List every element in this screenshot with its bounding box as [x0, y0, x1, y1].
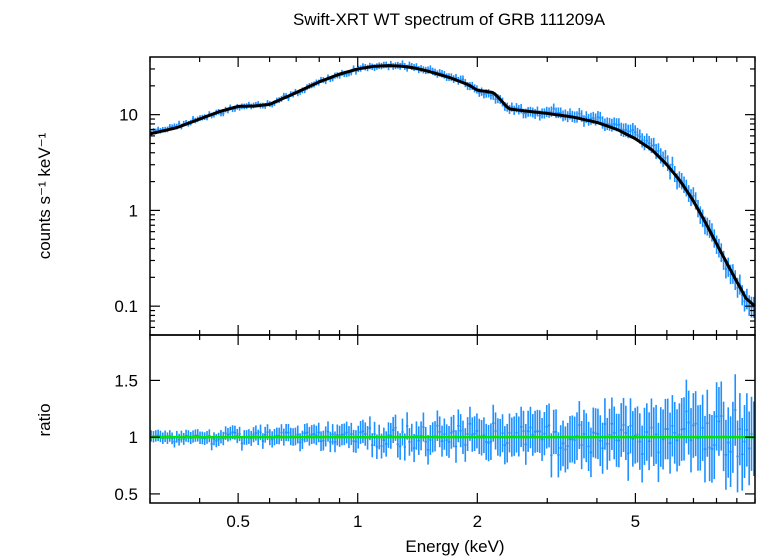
x-axis-label: Energy (keV): [405, 537, 504, 556]
spectrum-data-series: [150, 60, 755, 318]
spectrum-y-tick-label: 10: [119, 106, 138, 125]
ratio-y-tick-label: 0.5: [114, 485, 138, 504]
x-tick-label: 0.5: [226, 512, 250, 531]
ratio-y-tick-label: 1: [129, 428, 138, 447]
spectrum-axis-ticks: 0.1 1 10: [114, 57, 756, 336]
spectrum-y-axis-label: counts s⁻¹ keV⁻¹: [35, 132, 54, 259]
chart-title: Swift-XRT WT spectrum of GRB 111209A: [293, 10, 606, 29]
ratio-data-series: [150, 374, 755, 493]
spectrum-y-tick-label: 1: [129, 201, 138, 220]
x-tick-label: 5: [631, 512, 640, 531]
x-tick-label: 1: [353, 512, 362, 531]
spectrum-model-line: [149, 64, 756, 308]
spectrum-y-tick-label: 0.1: [114, 297, 138, 316]
spectrum-plot-frame: [149, 56, 756, 336]
ratio-y-tick-label: 1.5: [114, 371, 138, 390]
ratio-y-axis-label: ratio: [35, 403, 54, 436]
spectrum-panel: 0.1 1 10: [114, 56, 756, 336]
x-tick-label: 2: [473, 512, 482, 531]
ratio-panel: 0.5 1 1.5 0.5 1 2 5: [114, 325, 756, 531]
ratio-plot-frame: [149, 334, 756, 504]
